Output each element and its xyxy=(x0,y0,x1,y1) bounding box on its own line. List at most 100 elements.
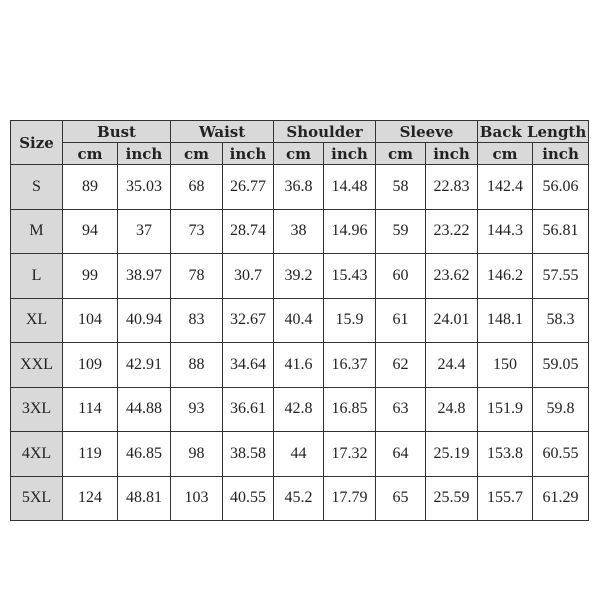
measurement-cell: 83 xyxy=(170,297,223,343)
shoulder-header: Shoulder xyxy=(272,120,377,143)
unit-inch: inch xyxy=(425,142,479,165)
measurement-cell: 17.32 xyxy=(322,431,377,477)
measurement-cell: 44.88 xyxy=(117,386,171,432)
measurement-cell: 104 xyxy=(62,297,118,343)
unit-cm: cm xyxy=(273,142,324,165)
size-chart-table: Size Bust Waist Shoulder Sleeve Back Len… xyxy=(10,120,590,521)
measurement-cell: 40.4 xyxy=(273,297,324,343)
table-row: 3XL 114 44.88 93 36.61 42.8 16.85 63 24.8 151.9 59… xyxy=(10,386,590,432)
measurement-cell: 25.59 xyxy=(425,475,479,521)
table-row: M 94 37 73 28.74 38 14.96 59 23.22 144.3 56.81 xyxy=(10,208,590,254)
size-cell: 3XL xyxy=(10,386,63,432)
measurement-cell: 35.03 xyxy=(117,164,171,210)
measurement-cell: 124 xyxy=(62,475,118,521)
measurement-cell: 94 xyxy=(62,208,118,254)
measurement-cell: 46.85 xyxy=(117,431,171,477)
measurement-cell: 42.91 xyxy=(117,342,171,388)
measurement-cell: 38.97 xyxy=(117,253,171,299)
measurement-cell: 148.1 xyxy=(477,297,534,343)
table-row: XXL 109 42.91 88 34.64 41.6 16.37 62 24.4 150 59.0… xyxy=(10,342,590,388)
header-row-units: cm inch cm inch cm inch cm inch cm inch xyxy=(11,142,590,165)
size-header: Size xyxy=(10,120,63,165)
measurement-cell: 40.55 xyxy=(222,475,274,521)
table-row: 4XL 119 46.85 98 38.58 44 17.32 64 25.19 153.8 60.… xyxy=(10,431,590,477)
measurement-cell: 60.55 xyxy=(532,431,590,477)
measurement-cell: 88 xyxy=(170,342,223,388)
measurement-cell: 38 xyxy=(273,208,324,254)
measurement-cell: 155.7 xyxy=(477,475,534,521)
measurement-cell: 45.2 xyxy=(273,475,324,521)
measurement-cell: 24.01 xyxy=(425,297,479,343)
measurement-cell: 48.81 xyxy=(117,475,171,521)
measurement-cell: 16.37 xyxy=(322,342,377,388)
measurement-cell: 59 xyxy=(375,208,427,254)
measurement-cell: 59.8 xyxy=(532,386,590,432)
measurement-cell: 151.9 xyxy=(477,386,534,432)
measurement-cell: 68 xyxy=(170,164,223,210)
measurement-cell: 17.79 xyxy=(322,475,377,521)
measurement-cell: 36.8 xyxy=(273,164,324,210)
size-cell: 5XL xyxy=(10,475,63,521)
measurement-cell: 14.96 xyxy=(322,208,377,254)
unit-cm: cm xyxy=(375,142,427,165)
measurement-cell: 114 xyxy=(62,386,118,432)
measurement-cell: 60 xyxy=(375,253,427,299)
measurement-cell: 24.4 xyxy=(425,342,479,388)
measurement-cell: 16.85 xyxy=(322,386,377,432)
measurement-cell: 58.3 xyxy=(532,297,590,343)
measurement-cell: 58 xyxy=(375,164,427,210)
measurement-cell: 78 xyxy=(170,253,223,299)
measurement-cell: 25.19 xyxy=(425,431,479,477)
table-row: S 89 35.03 68 26.77 36.8 14.48 58 22.83 142.4 56.0… xyxy=(10,164,590,210)
unit-cm: cm xyxy=(170,142,223,165)
measurement-cell: 41.6 xyxy=(273,342,324,388)
unit-inch: inch xyxy=(322,142,377,165)
measurement-cell: 61.29 xyxy=(532,475,590,521)
measurement-cell: 24.8 xyxy=(425,386,479,432)
bust-header: Bust xyxy=(62,120,171,143)
measurement-cell: 44 xyxy=(273,431,324,477)
waist-header: Waist xyxy=(170,120,274,143)
table-row: 5XL 124 48.81 103 40.55 45.2 17.79 65 25.59 155.7… xyxy=(10,475,590,521)
measurement-cell: 34.64 xyxy=(222,342,274,388)
measurement-cell: 146.2 xyxy=(477,253,534,299)
measurement-cell: 15.43 xyxy=(322,253,377,299)
measurement-cell: 89 xyxy=(62,164,118,210)
measurement-cell: 153.8 xyxy=(477,431,534,477)
measurement-cell: 64 xyxy=(375,431,427,477)
unit-inch: inch xyxy=(222,142,274,165)
size-cell: S xyxy=(10,164,63,210)
measurement-cell: 15.9 xyxy=(322,297,377,343)
measurement-cell: 30.7 xyxy=(222,253,274,299)
unit-cm: cm xyxy=(477,142,534,165)
measurement-cell: 56.81 xyxy=(532,208,590,254)
measurement-cell: 42.8 xyxy=(273,386,324,432)
measurement-cell: 150 xyxy=(477,342,534,388)
size-cell: 4XL xyxy=(10,431,63,477)
measurement-cell: 119 xyxy=(62,431,118,477)
measurement-cell: 23.22 xyxy=(425,208,479,254)
measurement-cell: 40.94 xyxy=(117,297,171,343)
measurement-cell: 93 xyxy=(170,386,223,432)
measurement-cell: 32.67 xyxy=(222,297,274,343)
table-row: XL 104 40.94 83 32.67 40.4 15.9 61 24.01 148.1 58.… xyxy=(10,297,590,343)
size-cell: XL xyxy=(10,297,63,343)
sleeve-header: Sleeve xyxy=(375,120,479,143)
measurement-cell: 61 xyxy=(375,297,427,343)
measurement-cell: 23.62 xyxy=(425,253,479,299)
measurement-cell: 63 xyxy=(375,386,427,432)
measurement-cell: 38.58 xyxy=(222,431,274,477)
back-length-header: Back Length xyxy=(477,120,590,143)
measurement-cell: 109 xyxy=(62,342,118,388)
measurement-cell: 59.05 xyxy=(532,342,590,388)
measurement-cell: 57.55 xyxy=(532,253,590,299)
measurement-cell: 36.61 xyxy=(222,386,274,432)
measurement-cell: 99 xyxy=(62,253,118,299)
measurement-cell: 98 xyxy=(170,431,223,477)
measurement-cell: 73 xyxy=(170,208,223,254)
table-row: L 99 38.97 78 30.7 39.2 15.43 60 23.62 146.2 57.55 xyxy=(10,253,590,299)
measurement-cell: 14.48 xyxy=(322,164,377,210)
measurement-cell: 56.06 xyxy=(532,164,590,210)
size-cell: L xyxy=(10,253,63,299)
size-cell: M xyxy=(10,208,63,254)
